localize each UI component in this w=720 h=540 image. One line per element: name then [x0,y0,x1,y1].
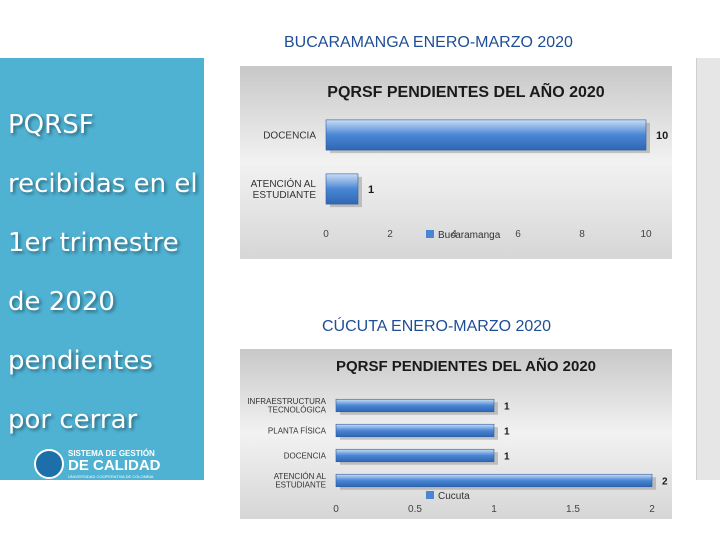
x-tick-label: 0.5 [408,504,422,515]
legend-label: Bucaramanga [438,230,501,241]
x-tick-label: 10 [640,229,652,240]
x-tick-label: 1 [491,504,497,515]
x-tick-label: 2 [649,504,655,515]
cucuta-chart: PQRSF PENDIENTES DEL AÑO 2020 INFRAESTRUC… [240,349,672,519]
title-line: PQRSF [8,110,94,140]
category-label: ATENCIÓN AL ESTUDIANTE [274,472,327,490]
logo-emblem-icon [34,449,64,479]
legend-swatch [426,491,434,499]
chart-title: PQRSF PENDIENTES DEL AÑO 2020 [327,81,605,101]
data-label: 2 [662,477,668,488]
data-label: 10 [656,130,668,142]
x-tick-label: 4 [451,229,457,240]
bar [335,423,495,438]
bar [335,473,653,488]
category-label: DOCENCIA [263,131,316,142]
x-tick-label: 1.5 [566,504,580,515]
category-label: ATENCIÓN AL ESTUDIANTE [251,177,317,201]
bar [325,119,647,151]
title-line: 1er trimestre [8,228,179,258]
x-tick-label: 0 [323,229,329,240]
bucaramanga-heading: BUCARAMANGA ENERO-MARZO 2020 [284,34,573,51]
legend-label: Cucuta [438,491,470,502]
logo-line: UNIVERSIDAD COOPERATIVA DE COLOMBIA [68,474,154,479]
bar [335,398,495,413]
scrollbar[interactable] [696,58,720,480]
title-text: PQRSF recibidas en el 1er trimestre de 2… [8,96,198,450]
data-label: 1 [504,402,510,413]
title-line: pendientes [8,346,153,376]
quality-system-logo: SISTEMA DE GESTIÓN DE CALIDAD UNIVERSIDA… [34,447,164,481]
logo-line: SISTEMA DE GESTIÓN [68,449,155,458]
category-label: INFRAESTRUCTURA TECNOLÓGICA [247,397,326,415]
title-line: de 2020 [8,287,115,317]
chart-background [240,66,672,259]
category-label: PLANTA FÍSICA [268,426,327,435]
title-line: recibidas en el [8,169,198,199]
bucaramanga-chart: PQRSF PENDIENTES DEL AÑO 2020 DOCENCIA 10 A… [240,66,672,259]
data-label: 1 [504,452,510,463]
data-label: 1 [368,184,374,196]
x-tick-label: 2 [387,229,393,240]
x-tick-label: 0 [333,504,339,515]
bar [335,448,495,463]
cucuta-heading: CÚCUTA ENERO-MARZO 2020 [322,318,552,335]
title-line: por cerrar [8,405,138,435]
chart-title: PQRSF PENDIENTES DEL AÑO 2020 [336,357,596,375]
category-label: DOCENCIA [284,451,327,460]
bar [325,173,359,205]
logo-line: DE CALIDAD [68,457,161,474]
x-tick-label: 6 [515,229,521,240]
legend-swatch [426,230,434,238]
data-label: 1 [504,427,510,438]
x-tick-label: 8 [579,229,585,240]
title-panel: PQRSF recibidas en el 1er trimestre de 2… [0,58,204,480]
